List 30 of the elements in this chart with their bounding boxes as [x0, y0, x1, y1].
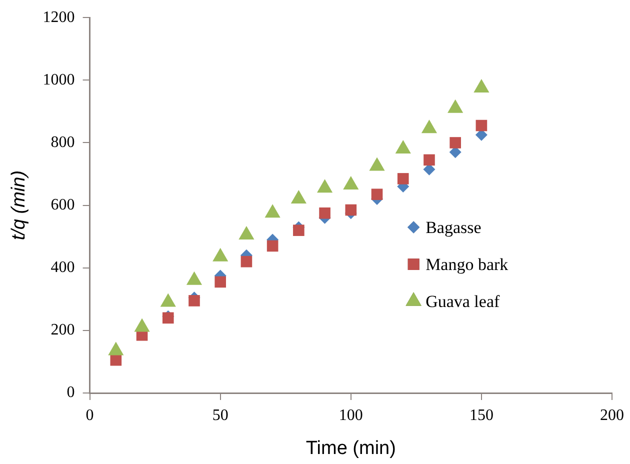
y-axis-title: t/q (min): [8, 170, 30, 240]
point: [188, 295, 200, 306]
point: [345, 204, 357, 216]
point: [319, 207, 330, 219]
y-tick-label: 200: [50, 322, 75, 339]
x-tick-label: 150: [469, 406, 494, 424]
point: [450, 137, 461, 148]
legend-label: Mango bark: [426, 254, 509, 274]
y-tick-label: 400: [50, 259, 75, 276]
x-axis-title: Time (min): [306, 438, 396, 459]
point: [240, 256, 252, 268]
y-tick-label: 1200: [42, 8, 75, 26]
point: [424, 154, 435, 166]
point: [110, 354, 122, 366]
legend-label: Guava leaf: [426, 292, 500, 311]
x-tick-label: 50: [212, 406, 228, 424]
legend-label: Bagasse: [426, 218, 482, 237]
point: [476, 120, 488, 132]
point: [293, 224, 304, 236]
y-tick-label: 0: [66, 384, 75, 402]
x-tick-label: 100: [338, 406, 363, 424]
point: [214, 276, 226, 288]
point: [397, 173, 409, 184]
y-tick-label: 1000: [42, 71, 75, 88]
y-tick-label: 800: [50, 134, 75, 151]
y-tick-label: 600: [50, 196, 75, 214]
x-tick-label: 200: [600, 406, 624, 424]
point: [266, 240, 278, 252]
point: [371, 188, 383, 200]
x-tick-label: 0: [86, 406, 94, 424]
